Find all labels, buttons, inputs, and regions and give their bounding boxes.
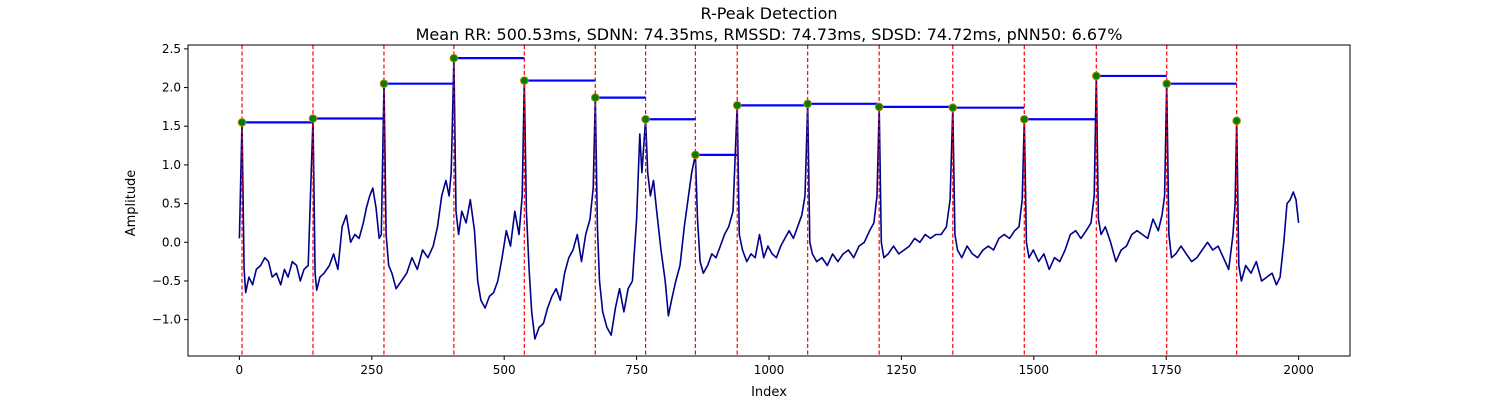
plot-frame [187, 44, 1351, 357]
y-tick-label-7: 2.5 [162, 42, 181, 56]
y-tick-label-4: 1.0 [162, 158, 181, 172]
peak-marker-5 [590, 93, 600, 102]
chart-title: R-Peak Detection [700, 4, 837, 23]
peak-marker-0 [237, 118, 247, 127]
y-tick-label-1: −0.5 [152, 274, 181, 288]
x-tick-label-2: 500 [493, 363, 516, 377]
x-tick-label-0: 0 [236, 363, 244, 377]
x-tick-label-5: 1250 [886, 363, 917, 377]
peak-marker-7 [691, 150, 700, 160]
x-tick-label-8: 2000 [1283, 363, 1314, 377]
y-axis-label: Amplitude [124, 170, 139, 237]
peak-marker-14 [1162, 79, 1172, 88]
peak-marker-13 [1092, 71, 1101, 81]
peak-marker-8 [732, 101, 742, 110]
peak-marker-12 [1019, 114, 1029, 124]
x-tick-label-3: 750 [625, 363, 648, 377]
peak-marker-4 [520, 76, 529, 85]
peak-marker-2 [379, 79, 389, 88]
x-tick-label-7: 1750 [1151, 363, 1182, 377]
x-axis-label: Index [751, 385, 787, 400]
x-tick-label-4: 1000 [754, 363, 785, 377]
peak-marker-10 [874, 102, 884, 112]
chart-subtitle: Mean RR: 500.53ms, SDNN: 74.35ms, RMSSD:… [416, 25, 1123, 44]
plot-area: 0 250 500 750 1000 1250 1500 1750 2000 −1.0 −0.5 0.… [152, 42, 1351, 377]
peak-marker-6 [641, 114, 650, 124]
peak-marker-1 [308, 114, 318, 123]
x-tick-label-6: 1500 [1019, 363, 1050, 377]
y-tick-label-3: 0.5 [162, 197, 181, 211]
x-tick-label-1: 250 [360, 363, 383, 377]
ecg-signal-line [238, 57, 1300, 340]
y-tick-label-0: −1.0 [152, 313, 181, 327]
peak-marker-15 [1232, 116, 1241, 126]
peak-marker-3 [449, 53, 459, 63]
y-tick-label-2: 0.0 [162, 235, 181, 249]
y-tick-label-6: 2.0 [162, 81, 181, 95]
peak-marker-11 [948, 103, 958, 112]
y-tick-label-5: 1.5 [162, 119, 181, 133]
peak-marker-9 [803, 99, 812, 109]
